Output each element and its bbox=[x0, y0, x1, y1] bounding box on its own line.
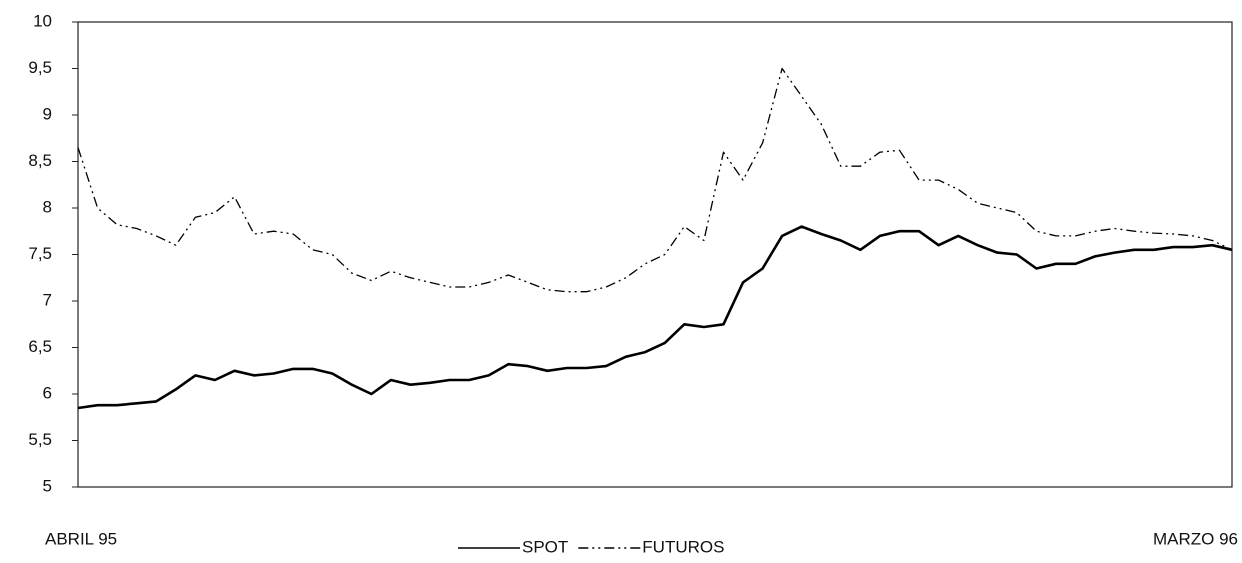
x-tick-label: MARZO 96 bbox=[1153, 529, 1238, 548]
x-tick-label: ABRIL 95 bbox=[45, 529, 117, 548]
y-tick-label: 8 bbox=[43, 197, 52, 216]
y-tick-label: 9 bbox=[43, 104, 52, 123]
y-tick-label: 6,5 bbox=[28, 337, 52, 356]
plot-frame bbox=[77, 21, 1233, 488]
y-tick-label: 7,5 bbox=[28, 244, 52, 263]
y-tick-label: 9,5 bbox=[28, 58, 52, 77]
y-tick-label: 5 bbox=[43, 476, 52, 495]
y-tick-label: 7 bbox=[43, 290, 52, 309]
series-line bbox=[77, 67, 1233, 293]
y-tick-label: 8,5 bbox=[28, 151, 52, 170]
y-tick-label: 10 bbox=[33, 11, 52, 30]
legend-label: FUTUROS bbox=[642, 537, 724, 556]
y-tick-label: 5,5 bbox=[28, 430, 52, 449]
y-tick-label: 6 bbox=[43, 383, 52, 402]
series-line bbox=[77, 225, 1233, 410]
legend-label: SPOT bbox=[522, 537, 568, 556]
